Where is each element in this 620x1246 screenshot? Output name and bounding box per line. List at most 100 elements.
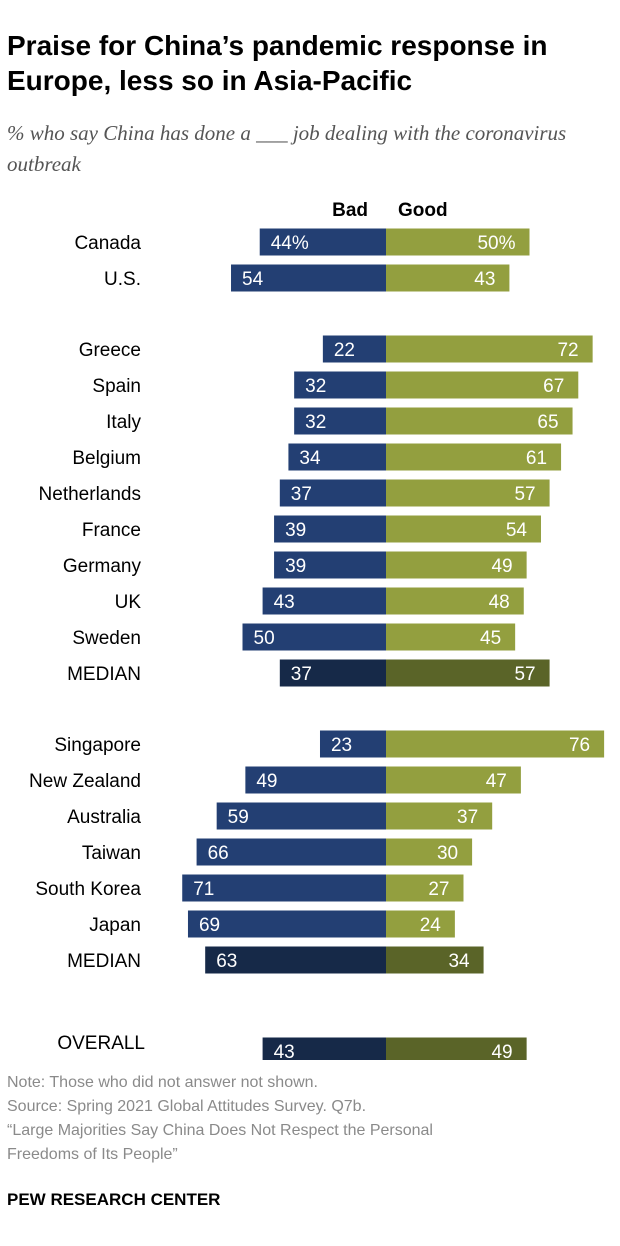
bad-value-label: 54 [242,269,264,290]
bad-value-label: 37 [291,484,312,505]
bad-bar [279,479,386,507]
good-bar [386,228,530,256]
category-label: France [82,520,141,541]
good-value-label: 54 [506,520,528,541]
good-bar [386,443,562,471]
bad-bar [242,623,386,651]
bad-bar [231,264,386,292]
category-label: New Zealand [29,771,141,792]
bad-value-label: 39 [285,556,306,577]
bad-value-label: 66 [208,843,229,864]
category-label: Italy [106,412,141,433]
category-label: OVERALLMEDIAN [57,1033,145,1060]
bad-value-label: 50 [254,628,275,649]
good-bar [386,623,516,651]
good-bar [386,802,493,830]
chart-rows: Canada 44% 50% U.S. 54 43 Greece 22 72 Spain 32 67 I… [29,228,605,1060]
bar-row: Taiwan 66 30 [82,838,473,866]
good-bar [386,659,550,687]
good-bar [386,335,593,363]
bar-row: MEDIAN 63 34 [67,946,484,974]
good-value-label: 47 [486,771,507,792]
category-label: South Korea [35,879,141,900]
bad-bar [259,228,386,256]
good-value-label: 72 [557,340,578,361]
bad-bar [294,371,386,399]
good-bar [386,838,473,866]
bar-row: Belgium 34 61 [72,443,562,471]
bad-value-label: 49 [256,771,277,792]
good-value-label: 65 [537,412,558,433]
diverging-bar-chart: Bad Good Canada 44% 50% U.S. 54 43 Greece 22 72 S… [29,200,605,1060]
category-label: Australia [67,807,141,828]
bad-value-label: 43 [274,1042,295,1060]
bad-bar [216,802,386,830]
brand-name: PEW RESEARCH CENTER [7,1190,221,1209]
bad-bar [205,946,386,974]
good-value-label: 43 [474,269,495,290]
category-label: Spain [92,376,141,397]
good-bar [386,1037,527,1060]
category-label: Greece [79,340,141,361]
bad-value-label: 34 [299,448,321,469]
bad-bar [262,1037,386,1060]
bar-row: France 39 54 [82,515,541,543]
good-bar [386,479,550,507]
chart-subtitle: % who say China has done a ___ job deali… [7,121,567,176]
bar-row: South Korea 71 27 [35,874,464,902]
bad-value-label: 32 [305,376,326,397]
bad-bar [294,407,386,435]
good-value-label: 48 [489,592,510,613]
category-label: Canada [74,233,141,254]
bar-row: Netherlands 37 57 [39,479,550,507]
footer-report-line2: Freedoms of Its People” [7,1146,178,1163]
category-label: UK [115,592,142,613]
good-value-label: 49 [491,556,512,577]
good-bar [386,264,510,292]
bad-bar [182,874,386,902]
legend-good-header: Good [398,200,448,221]
footer-source: Source: Spring 2021 Global Attitudes Sur… [7,1098,367,1115]
good-value-label: 67 [543,376,564,397]
good-value-label: 27 [428,879,449,900]
category-label: Singapore [54,735,141,756]
bar-row: UK 43 48 [115,587,524,615]
chart-title: Praise for China’s pandemic response in … [7,30,548,96]
bad-bar [319,730,386,758]
good-bar [386,407,573,435]
bar-row: Singapore 23 76 [54,730,605,758]
bad-value-label: 44% [271,233,309,254]
bad-value-label: 43 [274,592,295,613]
bad-bar [322,335,386,363]
bad-value-label: 32 [305,412,326,433]
good-value-label: 37 [457,807,478,828]
good-value-label: 34 [448,951,470,972]
bar-row: Germany 39 49 [63,551,527,579]
category-label: Belgium [72,448,141,469]
good-bar [386,515,541,543]
bar-row: MEDIAN 37 57 [67,659,550,687]
bad-value-label: 71 [193,879,214,900]
good-value-label: 57 [514,484,535,505]
bar-row: Italy 32 65 [106,407,573,435]
good-bar [386,587,524,615]
bar-row: Canada 44% 50% [74,228,530,256]
good-value-label: 24 [420,915,442,936]
bad-bar [274,551,386,579]
good-bar [386,766,521,794]
good-bar [386,910,455,938]
category-label: Netherlands [39,484,141,505]
bad-bar [262,587,386,615]
bad-bar [245,766,386,794]
bad-bar [196,838,386,866]
bar-row: Greece 22 72 [79,335,593,363]
legend-bad-header: Bad [332,200,368,221]
good-bar [386,730,605,758]
bad-bar [288,443,386,471]
bad-value-label: 63 [216,951,237,972]
bar-row: Spain 32 67 [92,371,579,399]
bad-value-label: 69 [199,915,220,936]
category-label: Sweden [72,628,141,649]
good-bar [386,946,484,974]
bad-value-label: 22 [334,340,355,361]
